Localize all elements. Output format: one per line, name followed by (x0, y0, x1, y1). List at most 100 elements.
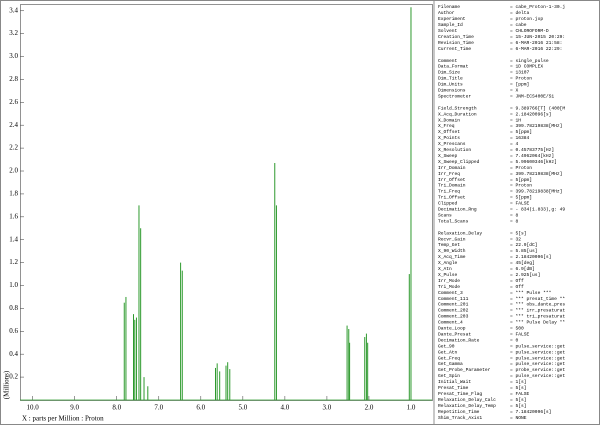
param-value: = Proton (510, 165, 532, 171)
param-value: = cabe (510, 22, 527, 28)
param-value: = proton.jxp (510, 16, 543, 22)
param-key: Irr_Offset (438, 177, 466, 183)
param-key: Decimation_Rng (438, 207, 477, 213)
param-value: = 5[ppm] (510, 177, 532, 183)
param-value: = *** obs_dante_pres (510, 302, 565, 308)
param-key: Initial_Wait (438, 379, 471, 385)
param-key: Get_Gamma (438, 361, 463, 367)
param-key: Sample_Id (438, 22, 463, 28)
param-key: Temp_Get (438, 242, 460, 248)
x-tick-label: 4.0 (280, 404, 289, 412)
param-value: = 399.78219838[MHz] (510, 171, 562, 177)
param-value: = 8 (510, 218, 519, 224)
x-tick-label: 5.0 (238, 404, 247, 412)
param-value: = 8 (510, 212, 519, 218)
param-key: X_Sweep_Clipped (438, 159, 480, 165)
param-value: = 7.4962064[kHz] (510, 153, 554, 159)
param-value: = single_pulse (510, 58, 549, 64)
param-value: = 500 (510, 326, 524, 332)
param-value: = Off (510, 278, 524, 284)
param-key: Comment (438, 58, 458, 64)
y-tick-label: 0.6 (9, 327, 18, 335)
param-key: Recvr_Gain (438, 236, 466, 242)
y-tick-label: 0.4 (9, 350, 18, 358)
y-tick-label: 2.8 (9, 75, 18, 83)
param-key: Tri_Offset (438, 195, 466, 201)
param-key: Creation_Time (438, 34, 474, 40)
param-key: Decimation_Rate (438, 337, 480, 343)
param-key: X_Acq_Duration (438, 111, 477, 117)
param-value: = pulse_service::get (510, 373, 565, 379)
param-key: Relaxation_Delay (438, 230, 482, 236)
param-value: = 5[ppm] (510, 129, 532, 135)
param-value: = FALSE (510, 391, 530, 397)
param-key: Get_Probe_Parameter (438, 367, 491, 373)
param-value: = 9.389766[T] (400[M (510, 105, 565, 111)
param-value: = 45[deg] (510, 260, 535, 266)
param-value: = 5[s] (510, 397, 527, 403)
param-value: = FALSE (510, 331, 530, 337)
param-value: = 16384 (510, 135, 530, 141)
param-key: Comment_203 (438, 314, 469, 320)
param-key: Comment_4 (438, 320, 463, 326)
param-value: = 0 (510, 337, 519, 343)
param-value: = 22.9[dC] (510, 242, 538, 248)
param-value: = 5[ppm] (510, 195, 532, 201)
param-value: = 5[s] (510, 230, 527, 236)
y-tick-label: 1.8 (9, 190, 18, 198)
param-value: = [ppm] (510, 82, 529, 88)
param-value: = 32 (510, 236, 521, 242)
param-value: = 2.925[us] (510, 272, 540, 278)
param-value: = 399.78219838[MHz] (510, 189, 562, 195)
param-key: Presat_Time (438, 385, 469, 391)
x-tick-label: 2.0 (365, 404, 374, 412)
param-value: = 6.9[dB] (510, 266, 535, 272)
y-tick-label: 1.4 (9, 235, 18, 243)
param-key: X_Points (438, 135, 460, 141)
param-key: Dante_Loop (438, 326, 466, 332)
param-key: X_Pulse (438, 272, 458, 278)
param-key: Tri_Domain (438, 183, 466, 189)
param-key: Irr_Domain (438, 165, 466, 171)
y-tick-label: 3.2 (9, 29, 18, 37)
param-value: = 6-MAR-2016 22:29: (510, 46, 562, 52)
x-axis-label: X : parts per Million : Proton (22, 415, 104, 423)
param-key: Presat_Time_Flag (438, 391, 482, 397)
param-key: X_90_Width (438, 248, 466, 254)
param-key: Comment_111 (438, 296, 469, 302)
param-value: = - 834(1.833),g: 49 (510, 207, 565, 213)
param-value: = 7.18420096[s] (510, 409, 551, 415)
param-key: Repetition_Time (438, 409, 480, 415)
x-tick-label: 1.0 (407, 404, 416, 412)
param-value: = 5[s] (510, 385, 527, 391)
plot-frame (20, 4, 433, 401)
param-key: Comment_3 (438, 290, 463, 296)
param-value: = *** presat_time ** (510, 296, 565, 302)
param-key: X_Offset (438, 129, 460, 135)
x-tick-label: 3.0 (323, 404, 332, 412)
param-value: = pulse_service::get (510, 349, 565, 355)
param-value: = X (510, 88, 519, 94)
param-key: X_Angle (438, 260, 458, 266)
param-value: = *** tri_presaturat (510, 314, 565, 320)
param-key: Shim_Track_Axis1 (438, 415, 482, 421)
x-tick-label: 6.0 (196, 404, 205, 412)
param-value: = 5.85[us] (510, 248, 538, 254)
y-tick-label: 3.4 (9, 6, 18, 14)
param-value: = 2.18420096[s] (510, 254, 551, 260)
param-key: Dim_Units (438, 82, 463, 88)
y-tick-label: 0.2 (9, 373, 18, 381)
param-key: Dim_Size (438, 70, 460, 76)
x-tick-label: 7.0 (154, 404, 163, 412)
param-value: = JNM-ECS400E/S1 (510, 93, 554, 99)
param-key: Irr_Freq (438, 171, 460, 177)
param-value: = 4 (510, 141, 519, 147)
param-value: = *** irr_presaturat (510, 308, 565, 314)
param-value: = 1[s] (510, 379, 527, 385)
y-tick-label: 2.6 (9, 98, 18, 106)
param-value: = 0.45783775[Hz] (510, 147, 554, 153)
param-key: Comment_202 (438, 308, 469, 314)
param-key: Get_Atn (438, 349, 458, 355)
param-key: Current_Time (438, 46, 471, 52)
